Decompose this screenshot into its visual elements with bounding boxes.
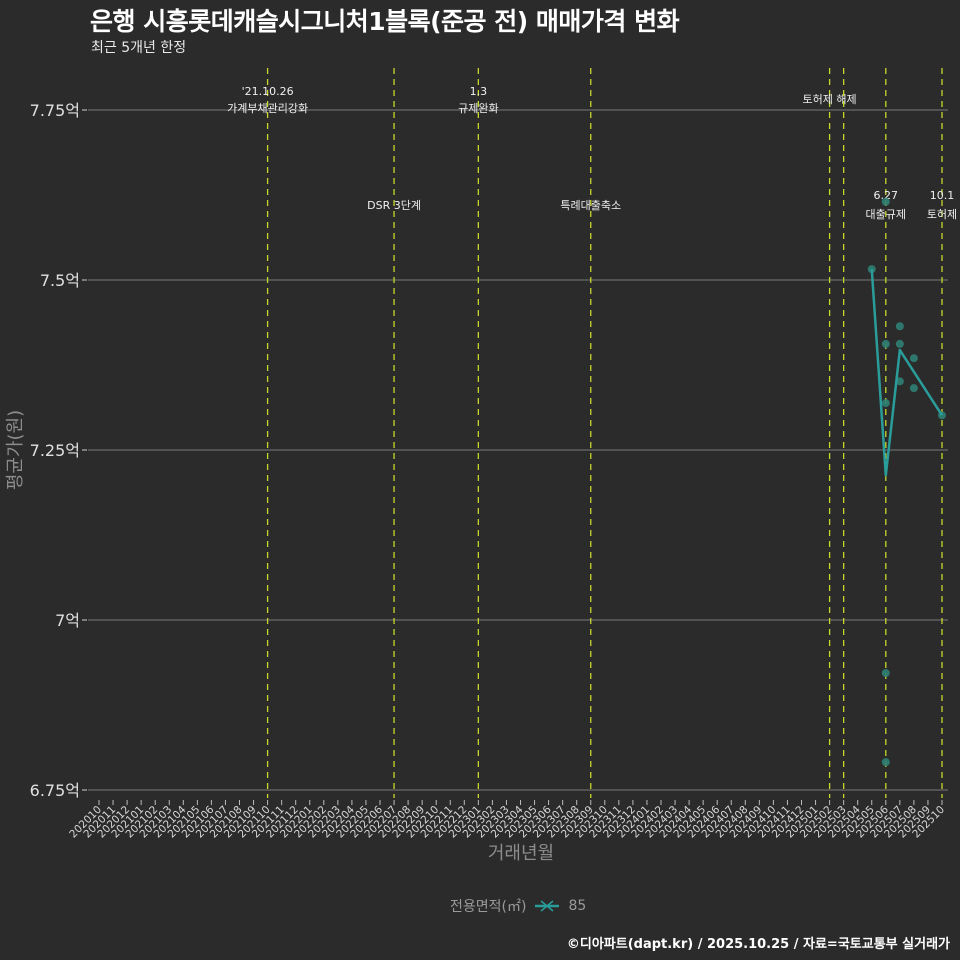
data-point xyxy=(895,377,904,386)
y-tick-label: 7.25억 xyxy=(30,441,80,460)
series-line xyxy=(870,269,944,477)
event-date-label: 1.3 xyxy=(470,85,488,98)
legend-key-icon xyxy=(534,898,560,914)
legend-item-85: 85 xyxy=(568,898,587,914)
chart-subtitle: 최근 5개년 한정 xyxy=(91,40,187,56)
data-point xyxy=(881,758,890,767)
data-point xyxy=(895,322,904,331)
data-point xyxy=(881,399,890,408)
event-date-label: 6.27 xyxy=(874,189,899,202)
event-name-label: 대출규제 xyxy=(866,208,906,221)
data-point xyxy=(895,339,904,348)
x-axis-title: 거래년월 xyxy=(488,843,554,864)
data-point xyxy=(881,339,890,348)
chart-title: 은행 시흥롯데캐슬시그니처1블록(준공 전) 매매가격 변화 xyxy=(90,7,680,36)
event-name-label: DSR 3단계 xyxy=(367,199,421,212)
y-tick-label: 7.5억 xyxy=(40,271,80,290)
y-axis-title: 평균가(원) xyxy=(5,410,26,490)
y-tick-label: 7.75억 xyxy=(30,101,80,120)
y-tick-label: 7억 xyxy=(55,611,80,630)
data-point xyxy=(881,197,890,206)
event-date-label: 10.1 xyxy=(930,189,955,202)
event-name-label: 토허제 xyxy=(927,208,957,221)
data-point xyxy=(881,669,890,678)
data-point xyxy=(909,384,918,393)
data-point xyxy=(909,354,918,363)
legend-title: 전용면적(㎡) xyxy=(450,899,527,915)
event-name-label: 가계부채관리강화 xyxy=(227,102,308,115)
event-date-label: '21.10.26 xyxy=(242,85,294,98)
y-tick-label: 6.75억 xyxy=(30,781,80,800)
legend: 전용면적(㎡) 85 xyxy=(450,896,586,916)
event-name-label: 특례대출축소 xyxy=(560,199,621,212)
source-credit: ©디아파트(dapt.kr) / 2025.10.25 / 자료=국토교통부 실… xyxy=(566,937,950,952)
event-name-label: 토허제 해제 xyxy=(803,92,857,106)
event-name-label: 규제완화 xyxy=(458,102,498,115)
